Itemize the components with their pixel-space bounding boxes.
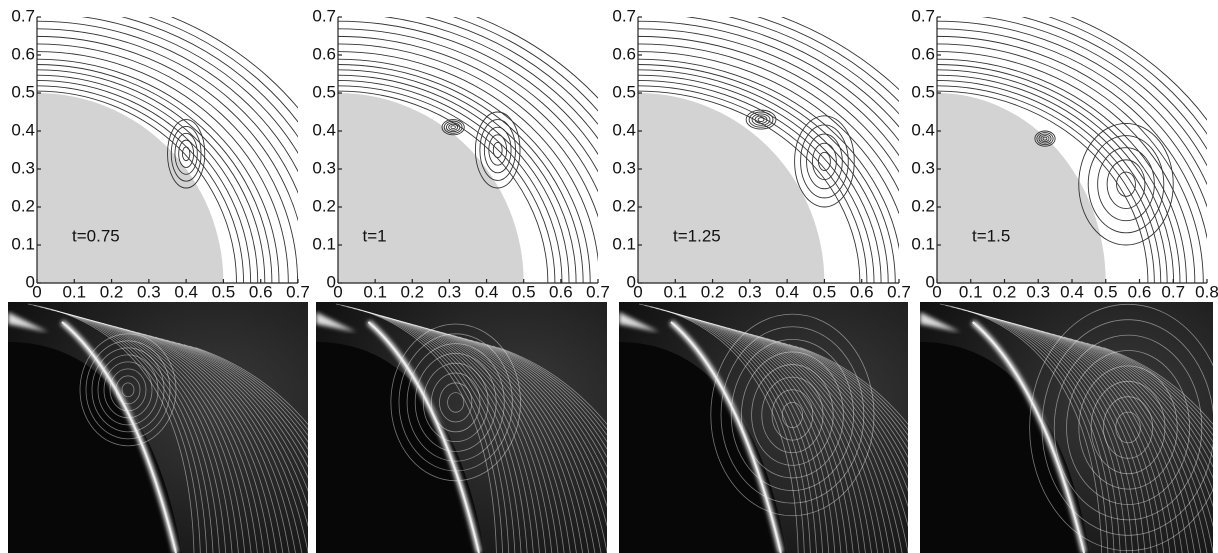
time-label: t=1.25	[673, 226, 721, 245]
y-tick-label: 0.4	[312, 120, 336, 139]
body	[638, 93, 824, 283]
time-label: t=1	[363, 226, 387, 245]
x-tick-label: 0.3	[738, 282, 762, 301]
y-tick-label: 0.7	[11, 6, 35, 25]
photo-area	[920, 302, 1218, 553]
plot-panel: 0 0.1 0.2 0.3 0.4 0.5 0.6 0.7 0 0.1 0.2 0.3 0.4 0.5 0.…	[11, 0, 363, 301]
y-tick-label: 0.7	[312, 6, 336, 25]
y-tick-label: 0.6	[312, 44, 336, 63]
body	[937, 93, 1106, 283]
x-tick-label: 0.1	[663, 282, 687, 301]
x-tick-label: 0.2	[993, 282, 1017, 301]
x-tick-label: 0.7	[887, 282, 911, 301]
x-tick-label: 0.8	[1195, 282, 1218, 301]
y-tick-label: 0.4	[11, 120, 35, 139]
x-tick-label: 0.2	[701, 282, 725, 301]
y-tick-label: 0.3	[312, 158, 336, 177]
x-tick-label: 0.3	[438, 282, 462, 301]
x-tick-label: 0.6	[549, 282, 573, 301]
y-tick-label: 0.5	[11, 82, 35, 101]
y-tick-label: 0.3	[911, 158, 935, 177]
y-tick-label: 0.6	[612, 44, 636, 63]
vortex-line	[179, 140, 194, 167]
vortex-line	[801, 125, 849, 198]
x-tick-label: 0.7	[586, 282, 610, 301]
y-tick-label: 0.5	[612, 82, 636, 101]
y-tick-label: 0.3	[612, 158, 636, 177]
x-tick-label: 0.5	[512, 282, 536, 301]
flow-photo	[920, 302, 1218, 553]
x-tick-label: 0.7	[286, 282, 310, 301]
x-tick-label: 0.3	[1026, 282, 1050, 301]
x-tick-label: 0.1	[959, 282, 983, 301]
x-tick-label: 0.6	[249, 282, 273, 301]
x-tick-label: 0.5	[212, 282, 236, 301]
vortex-line	[807, 134, 843, 189]
time-label: t=0.75	[72, 226, 120, 245]
y-tick-label: 0.3	[11, 158, 35, 177]
y-tick-label: 0.6	[911, 44, 935, 63]
y-tick-label: 0.4	[911, 120, 935, 139]
x-tick-label: 0.2	[100, 282, 124, 301]
y-tick-label: 0.7	[612, 6, 636, 25]
y-tick-label: 0.7	[911, 6, 935, 25]
y-tick-label: 0	[926, 272, 935, 291]
y-tick-label: 0.6	[11, 44, 35, 63]
x-tick-label: 0.4	[475, 282, 499, 301]
x-tick-label: 0.7	[1161, 282, 1185, 301]
y-tick-label: 0.2	[312, 196, 336, 215]
vortex-line	[1098, 148, 1155, 221]
y-tick-label: 0	[627, 272, 636, 291]
y-tick-label: 0.1	[11, 234, 35, 253]
x-tick-label: 0.6	[850, 282, 874, 301]
x-tick-label: 0.5	[813, 282, 837, 301]
vortex-line	[449, 124, 458, 130]
x-tick-label: 0.4	[1060, 282, 1084, 301]
y-tick-label: 0	[327, 272, 336, 291]
x-tick-label: 0.3	[137, 282, 161, 301]
y-tick-label: 0.1	[312, 234, 336, 253]
time-label: t=1.5	[972, 226, 1010, 245]
vortex-line	[746, 110, 776, 129]
vortex-line	[182, 147, 189, 161]
y-tick-label: 0.5	[312, 82, 336, 101]
y-tick-label: 0.5	[911, 82, 935, 101]
y-tick-label: 0.4	[612, 120, 636, 139]
x-tick-label: 0.5	[1094, 282, 1118, 301]
x-tick-label: 0.2	[400, 282, 424, 301]
vortex-line	[812, 143, 836, 179]
y-tick-label: 0	[26, 272, 35, 291]
y-tick-label: 0.1	[612, 234, 636, 253]
y-tick-label: 0.2	[911, 196, 935, 215]
x-tick-label: 0.6	[1128, 282, 1152, 301]
vortex-line	[795, 116, 855, 207]
figure: 0 0.1 0.2 0.3 0.4 0.5 0.6 0.7 0 0.1 0.2 0.3 0.4 0.5 0.…	[0, 0, 1218, 553]
x-tick-label: 0.1	[363, 282, 387, 301]
vortex-line	[1088, 136, 1164, 233]
x-tick-label: 0.4	[174, 282, 198, 301]
x-tick-label: 0.1	[62, 282, 86, 301]
y-tick-label: 0.2	[612, 196, 636, 215]
x-tick-label: 0.4	[775, 282, 799, 301]
vortex-line	[758, 118, 764, 122]
vortex-line	[451, 126, 455, 129]
y-tick-label: 0.2	[11, 196, 35, 215]
y-tick-label: 0.1	[911, 234, 935, 253]
